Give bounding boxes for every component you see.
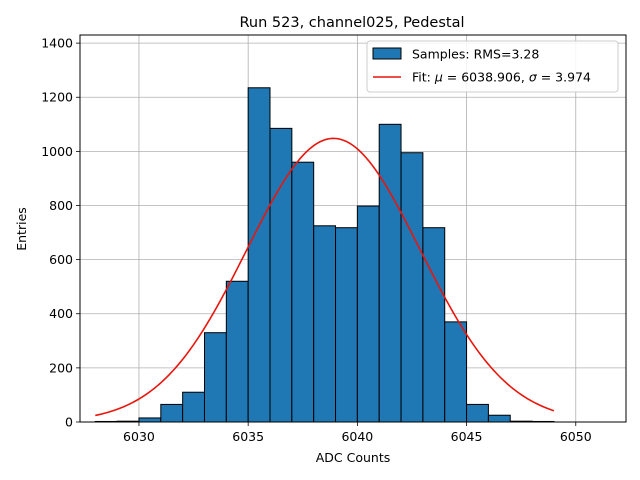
y-tick-label: 1400 (41, 36, 73, 51)
axes-frame (79, 34, 627, 423)
histogram-bar (356, 205, 380, 423)
x-tick-label: 6030 (123, 429, 155, 444)
y-tick-label: 200 (49, 360, 73, 375)
legend-mu-value: = 6038.906, (443, 70, 529, 85)
histogram-bar (247, 87, 271, 423)
plot-area (79, 34, 627, 423)
y-axis-label: Entries (14, 207, 29, 251)
y-axis-ticks: 0 200 400 600 800 1000 1200 1400 (41, 36, 80, 430)
histogram-bar (378, 123, 402, 423)
legend: Samples: RMS=3.28 Fit: μ = 6038.906, σ =… (366, 40, 619, 93)
y-tick-label: 400 (49, 306, 73, 321)
x-tick-label: 6040 (341, 429, 373, 444)
x-axis-ticks: 6030 6035 6040 6045 6050 (123, 422, 592, 444)
legend-fit-label: Fit: μ = 6038.906, σ = 3.974 (412, 70, 591, 85)
histogram-bar (422, 227, 446, 423)
histogram-bar (182, 391, 205, 423)
y-tick-label: 1200 (41, 90, 73, 105)
histogram-bar (225, 280, 249, 423)
histogram-bar (487, 414, 511, 423)
histogram-bar (400, 152, 424, 423)
histogram-bar (335, 227, 358, 423)
y-tick-label: 1000 (41, 144, 73, 159)
chart-title: Run 523, channel025, Pedestal (239, 15, 464, 31)
y-tick-label: 800 (49, 198, 73, 213)
legend-mu-symbol: μ (434, 70, 443, 85)
x-tick-label: 6050 (560, 429, 592, 444)
histogram-bar (291, 161, 315, 423)
fit-curve (95, 137, 555, 417)
legend-sigma-value: = 3.974 (537, 70, 591, 85)
legend-samples-swatch (372, 47, 402, 60)
x-tick-label: 6035 (232, 429, 264, 444)
x-axis-label: ADC Counts (316, 450, 391, 465)
legend-sigma-symbol: σ (529, 70, 538, 85)
y-tick-label: 0 (65, 415, 73, 430)
histogram-bar (203, 332, 227, 423)
histogram-bar (313, 225, 337, 423)
histogram-bar (160, 403, 184, 423)
histogram-bar (269, 127, 293, 423)
histogram-bar (138, 417, 162, 423)
histogram-bar (466, 403, 489, 423)
legend-box (366, 40, 619, 93)
histogram-bar (444, 321, 468, 423)
legend-samples-label: Samples: RMS=3.28 (412, 47, 539, 62)
y-tick-label: 600 (49, 252, 73, 267)
legend-fit-prefix: Fit: (412, 70, 435, 85)
x-tick-label: 6045 (451, 429, 483, 444)
